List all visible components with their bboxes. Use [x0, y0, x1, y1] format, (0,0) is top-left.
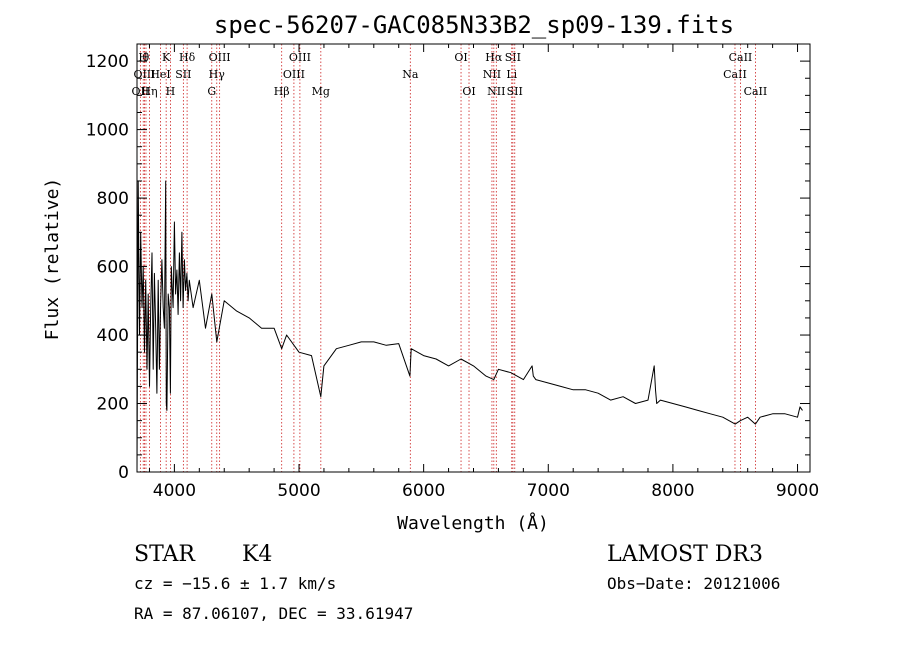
x-axis-label: Wavelength (Å): [397, 512, 549, 534]
y-axis-label: Flux (relative): [42, 178, 63, 341]
line-label: SII: [175, 68, 191, 81]
line-label: Hγ: [209, 68, 226, 81]
line-label: K: [162, 51, 171, 64]
line-label: SII: [505, 51, 521, 64]
x-tick-label: 9000: [776, 481, 819, 501]
redshift-cz: cz = −15.6 ± 1.7 km/s: [134, 574, 336, 593]
chart-title: spec-56207-GAC085N33B2_sp09-139.fits: [214, 11, 734, 39]
object-subclass: K4: [242, 542, 272, 567]
line-label: CaII: [744, 85, 768, 98]
y-tick-label: 800: [97, 189, 129, 209]
survey-name: LAMOST DR3: [607, 542, 763, 567]
x-tick-label: 5000: [277, 481, 320, 501]
line-label: Mg: [312, 85, 330, 98]
y-tick-label: 400: [97, 326, 129, 346]
line-label: OIII: [283, 68, 305, 81]
line-label: CaII: [723, 68, 747, 81]
line-label: OIII: [209, 51, 231, 64]
line-label: H: [166, 85, 176, 98]
line-label: H: [138, 51, 148, 64]
x-axis-ticks: 4000 5000 6000 7000 8000 9000: [148, 44, 819, 501]
emission-line-markers: OIIHθOIIIHηHeIKHSIIHδGHγOIIIHβOIIIOIIIMg…: [132, 44, 768, 472]
line-label: OI: [462, 85, 475, 98]
observation-date: Obs−Date: 20121006: [607, 574, 780, 593]
line-label: NII: [487, 85, 505, 98]
y-tick-label: 1200: [86, 52, 129, 72]
line-label: CaII: [729, 51, 753, 64]
line-label: Hη: [141, 85, 157, 98]
line-label: θ: [143, 51, 150, 64]
line-label: Hα: [485, 51, 503, 64]
x-tick-label: 4000: [153, 481, 196, 501]
line-label: OIII: [289, 51, 311, 64]
y-tick-label: 1000: [86, 121, 129, 141]
x-tick-label: 8000: [651, 481, 694, 501]
spectrum-line: [136, 180, 803, 473]
line-label: NII: [483, 68, 501, 81]
line-label: OI: [454, 51, 467, 64]
line-label: Hδ: [179, 51, 196, 64]
x-tick-label: 6000: [402, 481, 445, 501]
line-label: Li: [506, 68, 517, 81]
line-label: OII: [132, 85, 150, 98]
plot-frame: [136, 43, 811, 473]
line-label: G: [207, 85, 216, 98]
coordinates: RA = 87.06107, DEC = 33.61947: [134, 604, 413, 623]
line-label: SII: [507, 85, 523, 98]
object-class: STAR: [134, 542, 196, 567]
y-tick-label: 0: [118, 463, 129, 483]
line-label: Hβ: [274, 85, 290, 98]
y-tick-label: 600: [97, 258, 129, 278]
line-label: HeI: [150, 68, 170, 81]
line-label: Na: [402, 68, 419, 81]
spectrum-series: [136, 180, 803, 473]
y-axis-ticks: 0 200 400 600 800 1000 1200: [86, 52, 810, 483]
y-tick-label: 200: [97, 395, 129, 415]
x-tick-label: 7000: [527, 481, 570, 501]
